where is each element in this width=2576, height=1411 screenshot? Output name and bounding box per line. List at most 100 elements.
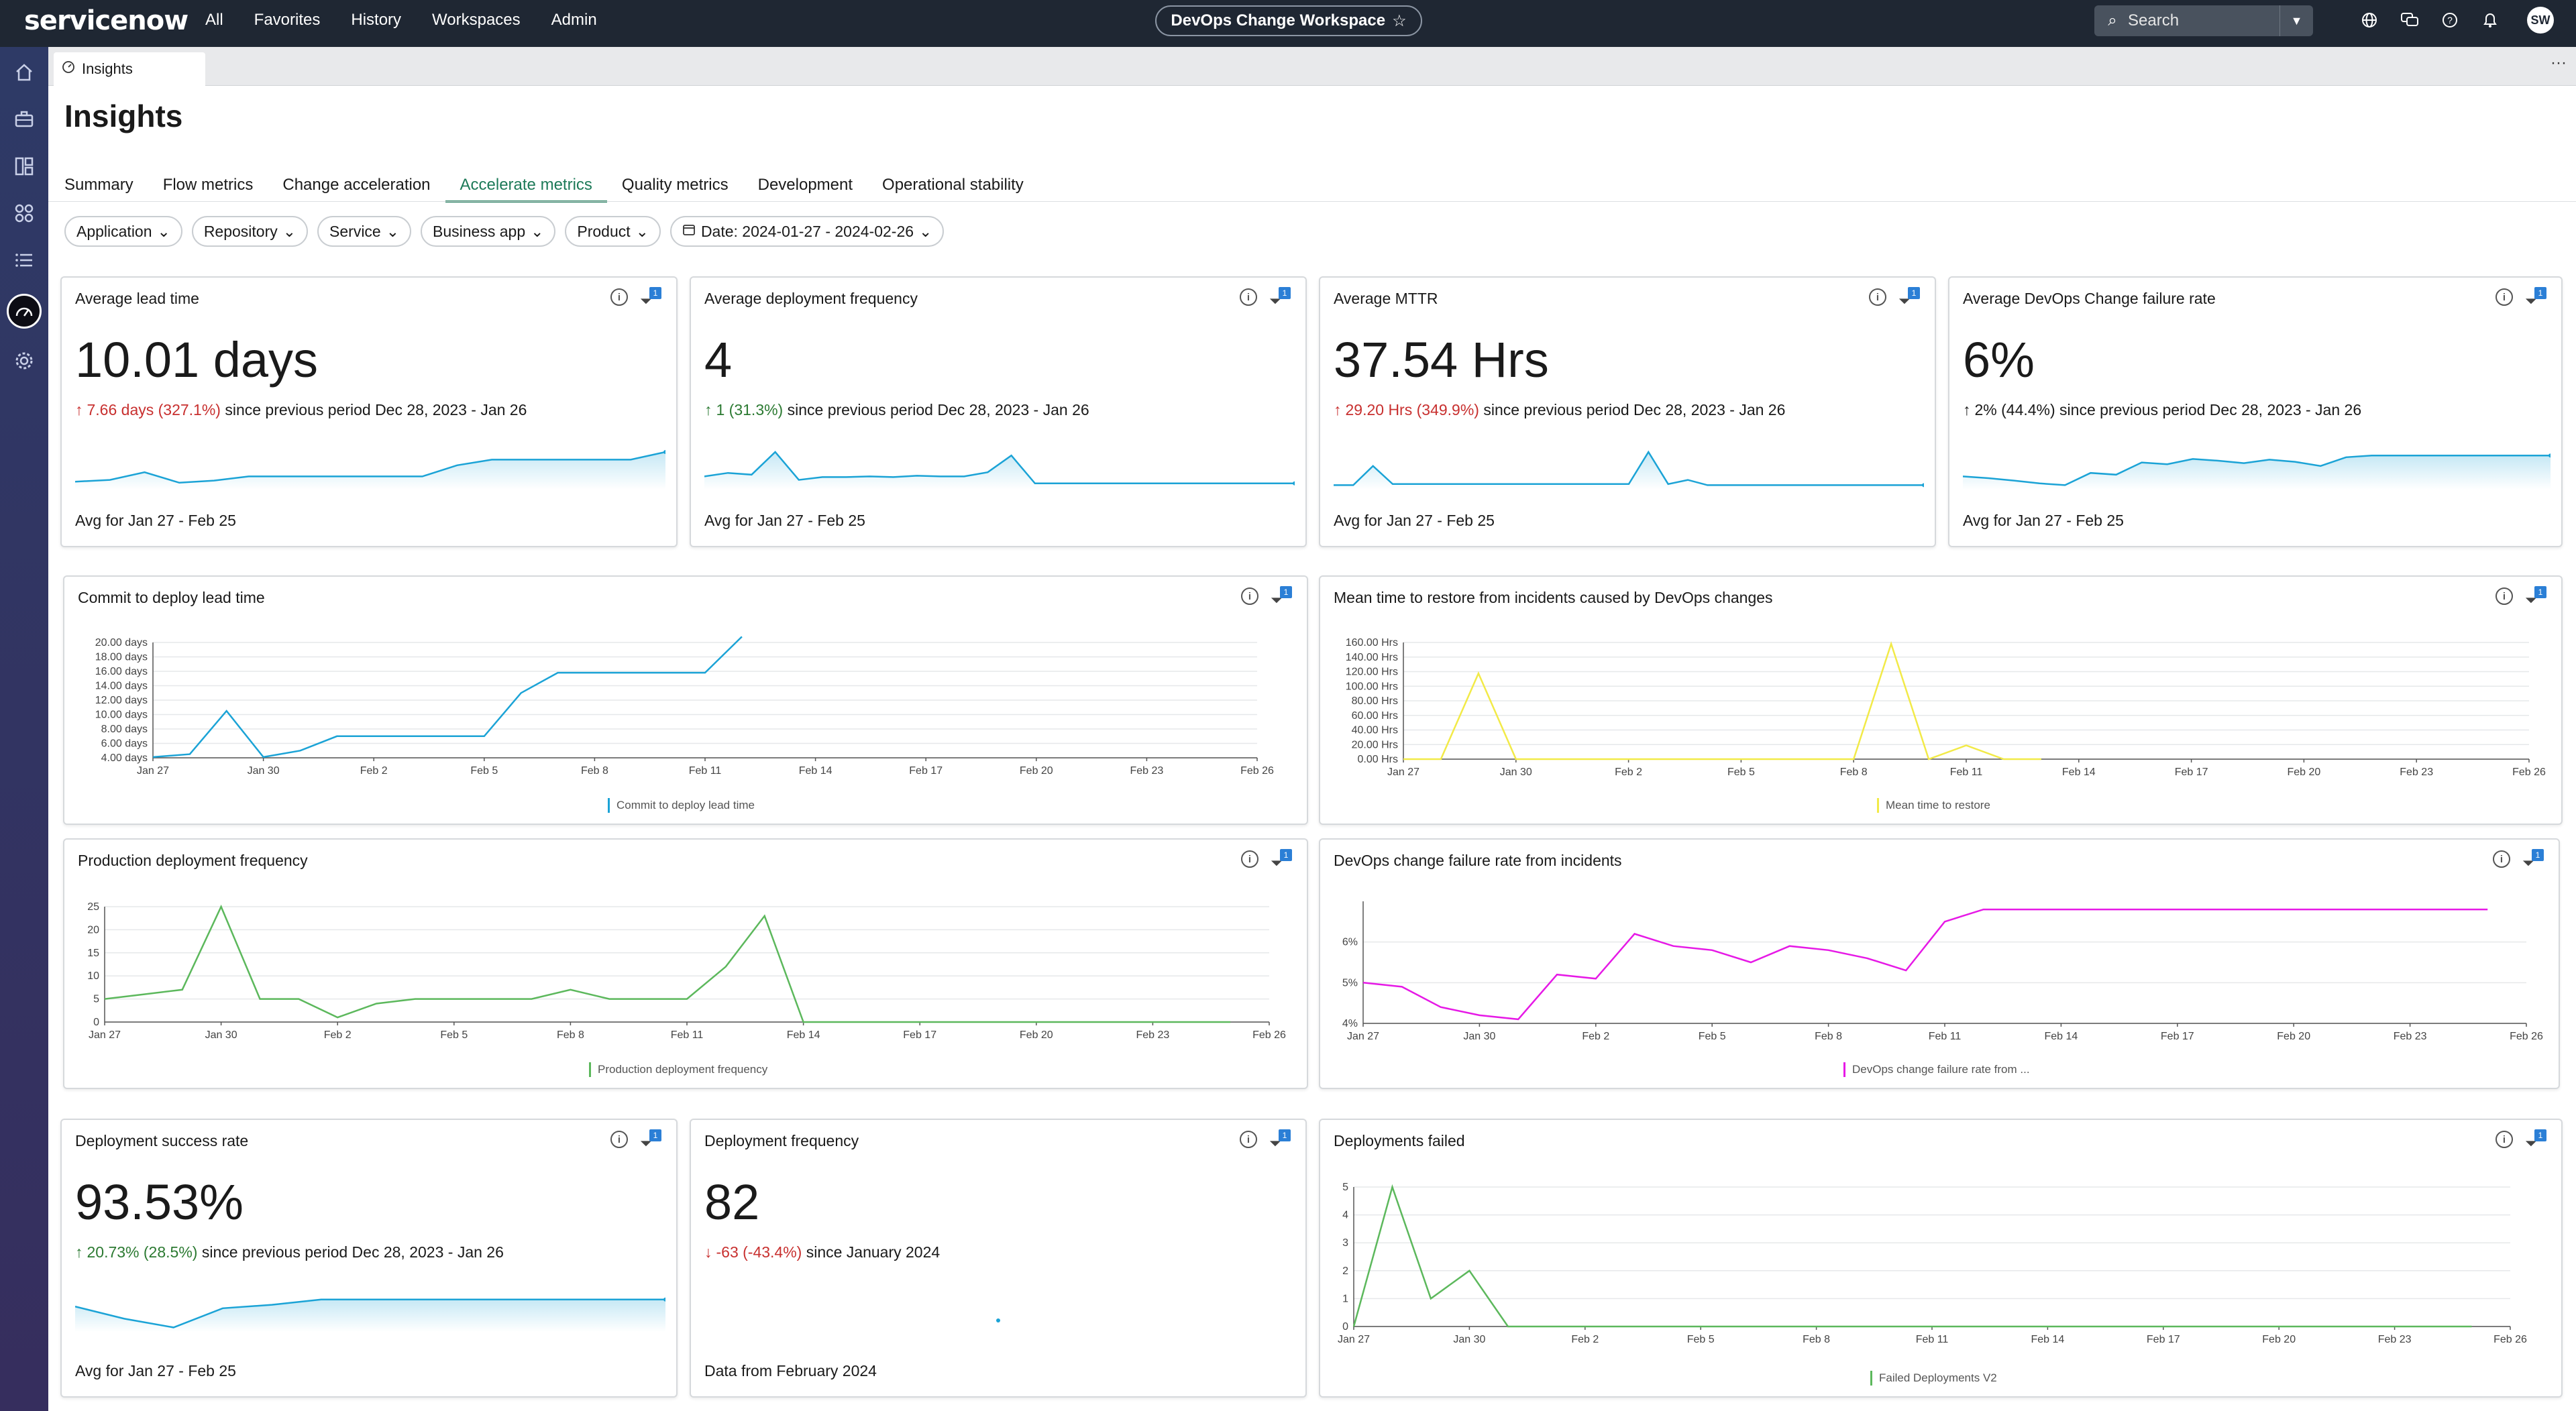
info-icon[interactable]: i [2496,1131,2513,1148]
nav-history[interactable]: History [351,11,402,29]
kpi-card-average-mttr: Average MTTR i ⏷ 1 37.54 Hrs ↑ 29.20 Hrs (349.… [1319,276,1936,547]
info-icon[interactable]: i [610,288,628,306]
globe-icon[interactable] [2357,8,2381,32]
card-title: Average deployment frequency [704,290,918,307]
tab-label: Insights [82,60,133,77]
y-tick-label: 1 [1342,1293,1348,1304]
filter-funnel-icon[interactable]: ⏷ 1 [1269,849,1293,872]
funnel-glyph: ⏷ [1269,1135,1281,1151]
home-icon[interactable] [0,52,48,93]
y-tick-label: 8.00 days [101,724,148,735]
y-tick-label: 120.00 Hrs [1346,667,1398,678]
chart-legend[interactable]: DevOps change failure rate from ... [1843,1062,2030,1077]
filter-funnel-icon[interactable]: ⏷ 1 [2521,849,2545,872]
kpi-footer: Avg for Jan 27 - Feb 25 [704,512,865,529]
chart-legend[interactable]: Commit to deploy lead time [608,798,755,813]
filter-funnel-icon[interactable]: ⏷ 1 [1268,1129,1292,1152]
user-avatar[interactable]: SW [2527,7,2554,34]
filter-funnel-icon[interactable]: ⏷ 1 [639,287,663,310]
dashboard-icon[interactable] [0,146,48,186]
tab-insights[interactable]: Insights [54,52,205,86]
chart-legend[interactable]: Production deployment frequency [589,1062,767,1077]
help-icon[interactable]: ? [2438,8,2462,32]
tab-accelerate-metrics[interactable]: Accelerate metrics [445,172,607,203]
x-tick-label: Jan 27 [89,1029,121,1041]
settings-gear-icon[interactable] [0,341,48,381]
filter-business-app[interactable]: Business app ⌄ [421,216,556,247]
kpi-delta: ↓ -63 (-43.4%) since January 2024 [704,1243,940,1261]
chevron-down-icon: ⌄ [919,222,932,240]
info-icon[interactable]: i [1240,1131,1257,1148]
filter-product[interactable]: Product ⌄ [565,216,661,247]
tab-change-acceleration[interactable]: Change acceleration [282,176,431,194]
filter-funnel-icon[interactable]: ⏷ 1 [2524,287,2548,310]
kpi-card-average-change-failure-rate: Average DevOps Change failure rate i ⏷ 1 6% ↑… [1948,276,2563,547]
x-tick-label: Feb 23 [2400,767,2433,778]
list-icon[interactable] [0,240,48,280]
workspace-pill[interactable]: DevOps Change Workspace ☆ [1155,5,1422,36]
tab-summary[interactable]: Summary [64,176,133,194]
filter-funnel-icon[interactable]: ⏷ 1 [639,1129,663,1152]
line-chart: 0 1 2 3 4 5 Jan 27 Jan 30 Feb 2 Feb 5 Feb 8 Feb 11 F… [1338,1182,2527,1345]
kpi-footer: Avg for Jan 27 - Feb 25 [1963,512,2124,529]
x-tick-label: Feb 20 [2262,1334,2296,1345]
tab-development[interactable]: Development [757,176,853,194]
filter-funnel-icon[interactable]: ⏷ 1 [2524,586,2548,609]
info-icon[interactable]: i [2496,587,2513,605]
servicenow-logo[interactable]: servicenow [24,5,189,36]
briefcase-icon[interactable] [0,99,48,139]
filter-service[interactable]: Service ⌄ [317,216,412,247]
y-tick-label: 4.00 days [101,752,148,764]
filter-funnel-icon[interactable]: ⏷ 1 [2524,1129,2548,1152]
filter-funnel-icon[interactable]: ⏷ 1 [1269,586,1293,609]
tab-operational-stability[interactable]: Operational stability [882,176,1024,194]
delta-value: 29.20 Hrs (349.9%) [1345,401,1479,418]
kpi-footer: Avg for Jan 27 - Feb 25 [75,512,236,529]
filter-application[interactable]: Application ⌄ [64,216,182,247]
info-icon[interactable]: i [1241,587,1258,605]
delta-since: since previous period Dec 28, 2023 - Jan… [220,401,527,418]
line-chart: 0.00 Hrs 20.00 Hrs 40.00 Hrs 60.00 Hrs 80.00… [1346,637,2546,778]
workspace-tab-strip: Insights ··· [48,47,2576,86]
star-icon[interactable]: ☆ [1392,11,1407,30]
insights-gauge-icon[interactable] [0,291,48,331]
search-input[interactable] [2128,11,2282,30]
nav-workspaces[interactable]: Workspaces [432,11,521,29]
info-icon[interactable]: i [610,1131,628,1148]
info-icon[interactable]: i [1869,288,1886,306]
filter-count-badge: 1 [1280,586,1292,598]
chat-icon[interactable] [2398,8,2422,32]
filter-funnel-icon[interactable]: ⏷ 1 [1897,287,1921,310]
x-tick-label: Feb 26 [2510,1031,2543,1042]
filter-date[interactable]: Date: 2024-01-27 - 2024-02-26 ⌄ [669,216,945,247]
bell-icon[interactable] [2478,8,2502,32]
workspace-name: DevOps Change Workspace [1171,11,1386,30]
legend-swatch [1870,1371,1872,1386]
info-icon[interactable]: i [1241,850,1258,868]
kpi-delta: ↑ 1 (31.3%) since previous period Dec 28,… [704,401,1089,419]
info-icon[interactable]: i [2493,850,2510,868]
sparkline-line [704,451,1295,485]
chart-legend[interactable]: Failed Deployments V2 [1870,1371,1997,1386]
x-tick-label: Feb 14 [2062,767,2096,778]
more-options-icon[interactable]: ··· [2551,54,2567,72]
apps-grid-icon[interactable] [0,193,48,233]
kpi-value: 93.53% [75,1174,244,1230]
y-tick-label: 25 [87,901,99,913]
kpi-delta: ↑ 7.66 days (327.1%) since previous perio… [75,401,527,419]
chart-card-deployments-failed: Deployments failed i ⏷ 1 0 1 2 3 4 5 Jan 27 Jan 30 F… [1319,1119,2563,1398]
x-tick-label: Feb 14 [799,765,833,777]
search-scope-dropdown[interactable]: ▼ [2279,5,2313,36]
filter-repository[interactable]: Repository ⌄ [191,216,309,247]
chart-legend[interactable]: Mean time to restore [1877,798,1990,813]
nav-admin[interactable]: Admin [551,11,597,29]
filter-funnel-icon[interactable]: ⏷ 1 [1268,287,1292,310]
nav-all[interactable]: All [205,11,223,29]
y-tick-label: 160.00 Hrs [1346,637,1398,648]
y-tick-label: 10.00 days [95,710,148,721]
info-icon[interactable]: i [1240,288,1257,306]
nav-favorites[interactable]: Favorites [254,11,321,29]
tab-flow-metrics[interactable]: Flow metrics [162,176,254,194]
info-icon[interactable]: i [2496,288,2513,306]
tab-quality-metrics[interactable]: Quality metrics [621,176,729,194]
